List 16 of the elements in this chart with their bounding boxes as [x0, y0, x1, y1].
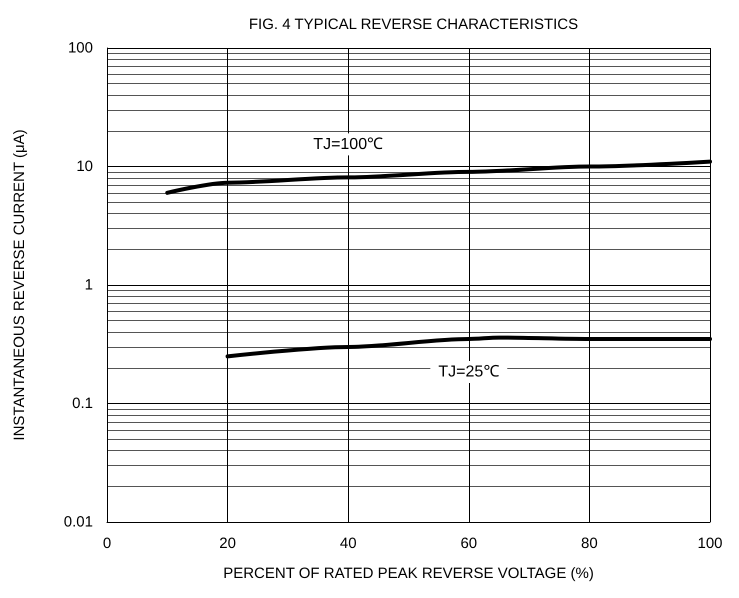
x-tick-label: 0	[102, 535, 112, 552]
x-tick-label: 40	[340, 535, 357, 552]
y-tick-label: 10	[76, 158, 93, 175]
x-tick-label: 60	[460, 535, 478, 552]
y-tick-label: 1	[84, 276, 93, 294]
y-tick-label: 0.1	[72, 395, 93, 412]
x-tick-label: 80	[581, 535, 598, 552]
y-axis-title: INSTANTANEOUS REVERSE CURRENT (μA)	[11, 129, 28, 441]
x-tick-label: 100	[697, 535, 723, 552]
x-axis-title: PERCENT OF RATED PEAK REVERSE VOLTAGE (%)	[223, 565, 594, 582]
series-label: TJ=25℃	[438, 364, 500, 381]
chart-title: FIG. 4 TYPICAL REVERSE CHARACTERISTICS	[248, 16, 578, 33]
y-tick-label: 0.01	[64, 514, 93, 530]
x-tick-label: 20	[219, 535, 236, 552]
series-label: TJ=100℃	[313, 136, 384, 153]
y-tick-label: 100	[68, 40, 93, 56]
